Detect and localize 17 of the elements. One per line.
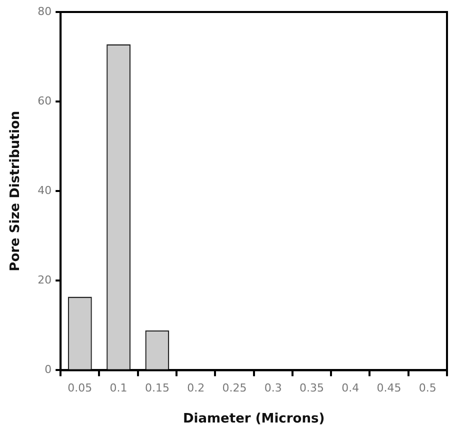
- y-tick-label: 60: [38, 94, 52, 108]
- y-axis-title: Pore Size Distribution: [8, 110, 24, 272]
- y-tick-label: 80: [38, 4, 52, 18]
- x-axis-title: Diameter (Microns): [182, 412, 325, 427]
- x-tick-label: 0.1: [110, 382, 128, 395]
- x-tick-label: 0.5: [418, 382, 436, 395]
- x-tick-label: 0.4: [342, 382, 360, 395]
- x-tick-label: 0.05: [68, 382, 92, 395]
- y-tick-label: 20: [38, 274, 52, 287]
- x-tick-label: 0.45: [376, 382, 402, 395]
- x-tick-label: 0.15: [144, 382, 170, 395]
- x-tick-label: 0.25: [222, 382, 247, 395]
- y-tick-label: 40: [38, 184, 52, 197]
- x-tick-label: 0.3: [264, 382, 282, 395]
- y-tick-label: 0: [44, 363, 52, 376]
- x-tick-label: 0.35: [300, 382, 324, 395]
- x-tick-label: 0.2: [187, 382, 205, 395]
